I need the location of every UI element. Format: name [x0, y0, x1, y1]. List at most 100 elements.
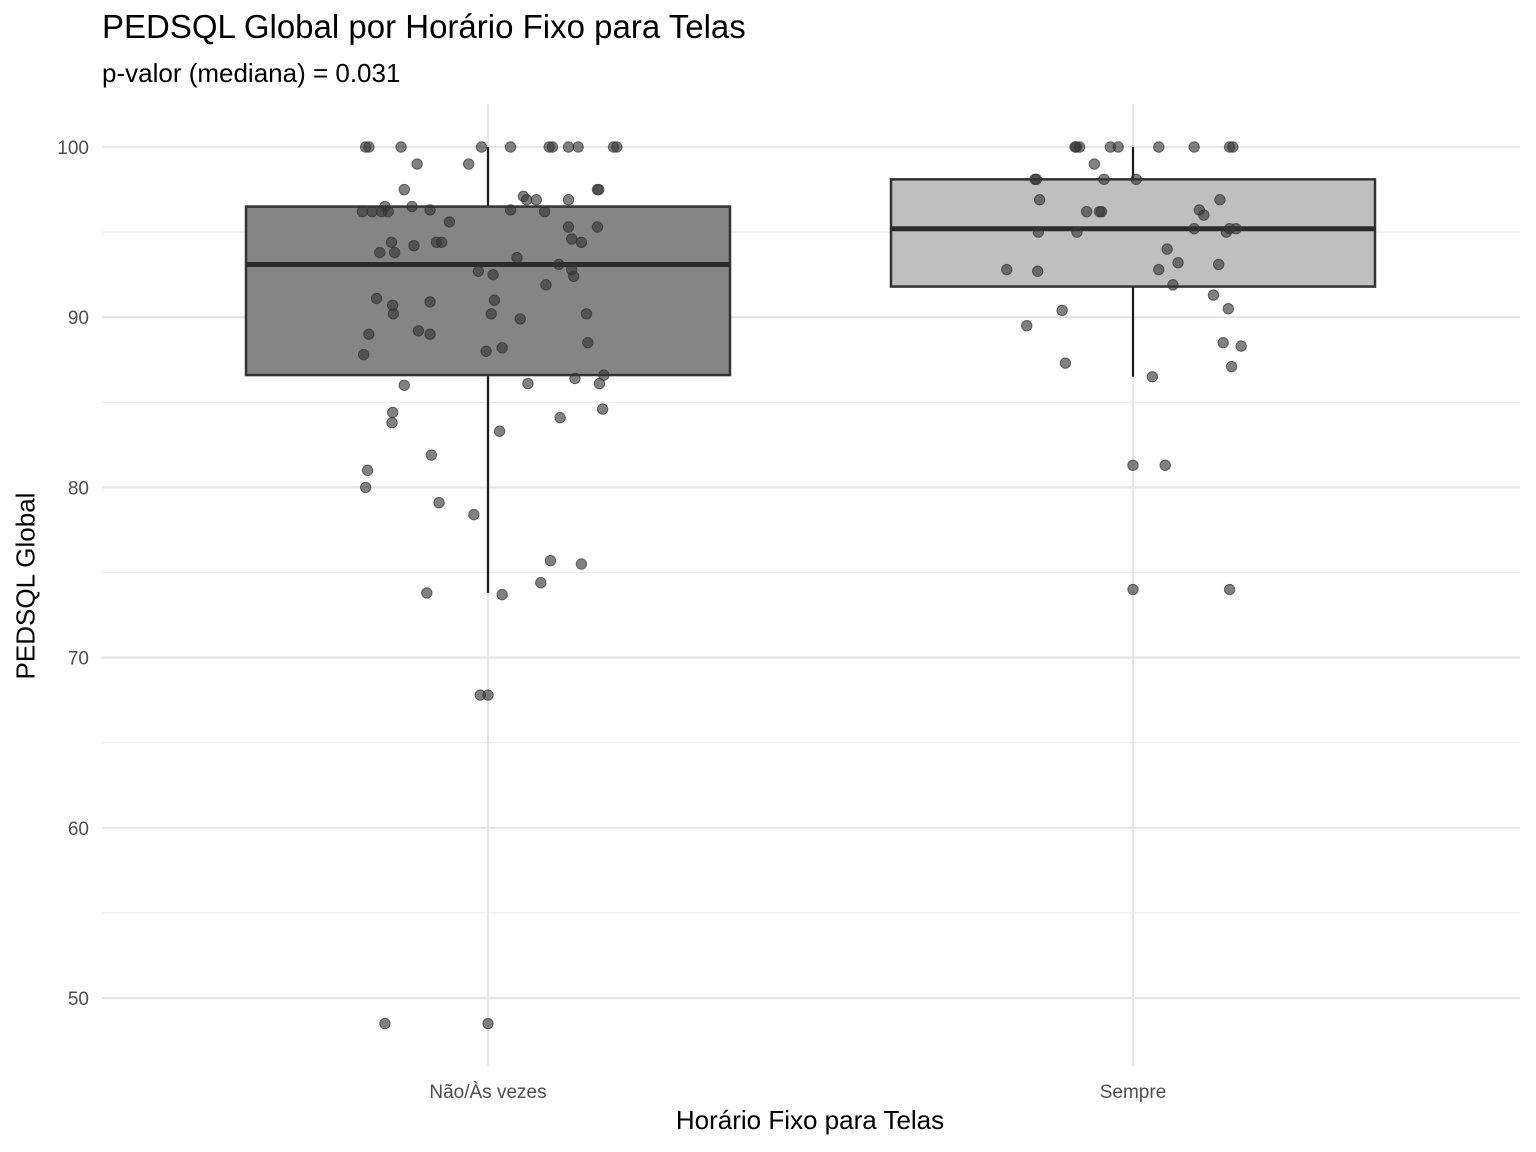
data-point: [1127, 583, 1139, 596]
y-tick-label: 100: [57, 138, 89, 159]
data-point: [363, 141, 375, 153]
data-point: [386, 417, 398, 429]
data-point: [1235, 340, 1247, 352]
data-point: [1095, 205, 1108, 218]
x-tick-label: Não/Às vezes: [429, 1082, 546, 1103]
data-point: [1167, 279, 1179, 291]
data-point: [575, 558, 588, 570]
data-point: [1073, 141, 1086, 153]
data-point: [1088, 158, 1101, 170]
box-1: [244, 147, 732, 593]
data-point: [591, 221, 604, 233]
data-point: [480, 345, 492, 357]
x-axis-label: Horário Fixo para Telas: [675, 1105, 945, 1135]
data-point: [408, 240, 420, 252]
data-point: [386, 406, 399, 419]
data-point: [488, 294, 501, 306]
data-point: [1021, 320, 1033, 332]
data-point: [1222, 302, 1235, 315]
chart-title: PEDSQL Global por Horário Fixo para Tela…: [102, 8, 746, 45]
data-point: [1188, 222, 1200, 235]
data-point: [546, 141, 559, 153]
data-point: [593, 183, 605, 196]
data-point: [385, 236, 398, 249]
data-point: [611, 141, 623, 153]
data-point: [1225, 360, 1238, 373]
data-point: [1059, 357, 1072, 369]
data-point: [411, 158, 423, 170]
data-point: [356, 205, 369, 218]
y-tick-label: 60: [68, 819, 89, 840]
data-point: [382, 205, 394, 218]
data-point: [1172, 257, 1184, 269]
y-tick-label: 90: [68, 308, 89, 329]
data-point: [1153, 263, 1165, 276]
data-point: [468, 508, 480, 521]
data-point: [1130, 173, 1142, 186]
data-point: [514, 313, 526, 325]
x-tick-label: Sempre: [1100, 1082, 1167, 1103]
data-point: [540, 279, 552, 291]
data-point: [496, 588, 508, 601]
data-point: [379, 1017, 391, 1030]
y-tick-label: 50: [68, 989, 89, 1010]
data-point: [424, 296, 436, 308]
data-point: [1001, 263, 1013, 276]
data-point: [562, 194, 575, 206]
data-point: [530, 194, 542, 206]
data-point: [366, 205, 378, 218]
data-point: [1071, 226, 1083, 238]
y-tick-label: 70: [68, 649, 89, 670]
box-iqr: [889, 178, 1377, 288]
data-point: [443, 216, 456, 228]
data-point: [487, 268, 499, 281]
data-point: [553, 258, 565, 271]
data-point: [1188, 141, 1200, 153]
data-point: [388, 246, 401, 259]
data-point: [425, 449, 438, 461]
data-point: [520, 194, 533, 206]
data-point: [1207, 289, 1220, 301]
data-point: [1112, 141, 1124, 153]
data-point: [359, 481, 372, 494]
data-point: [1161, 243, 1173, 255]
data-point: [538, 205, 551, 218]
data-point: [1220, 226, 1233, 238]
data-point: [435, 236, 448, 249]
data-point: [482, 689, 494, 701]
y-tick-label: 80: [68, 478, 89, 499]
chart-subtitle: p-valor (mediana) = 0.031: [102, 58, 401, 88]
data-point: [1153, 141, 1165, 153]
data-point: [361, 464, 374, 477]
data-point: [1159, 459, 1171, 471]
data-point: [475, 141, 488, 153]
data-point: [1030, 173, 1043, 186]
data-point: [1098, 173, 1110, 186]
data-point: [580, 308, 593, 320]
data-point: [462, 158, 475, 170]
data-point: [569, 372, 581, 385]
data-point: [1127, 459, 1139, 471]
data-point: [387, 308, 400, 320]
data-point: [582, 337, 594, 349]
data-point: [572, 141, 584, 153]
data-point: [406, 200, 418, 213]
data-point: [363, 328, 375, 340]
data-point: [370, 292, 383, 305]
data-point: [424, 328, 436, 340]
data-point: [1227, 141, 1239, 153]
data-point: [511, 251, 523, 264]
data-point: [493, 425, 506, 437]
data-point: [1223, 583, 1236, 596]
data-point: [596, 403, 609, 415]
data-point: [522, 377, 534, 390]
data-point: [1198, 209, 1210, 221]
data-point: [1080, 205, 1093, 218]
data-point: [1217, 337, 1229, 349]
data-point: [566, 233, 578, 245]
data-point: [562, 141, 575, 153]
data-point: [424, 204, 436, 216]
data-point: [535, 577, 547, 589]
data-point: [485, 308, 497, 320]
data-point: [593, 377, 606, 390]
